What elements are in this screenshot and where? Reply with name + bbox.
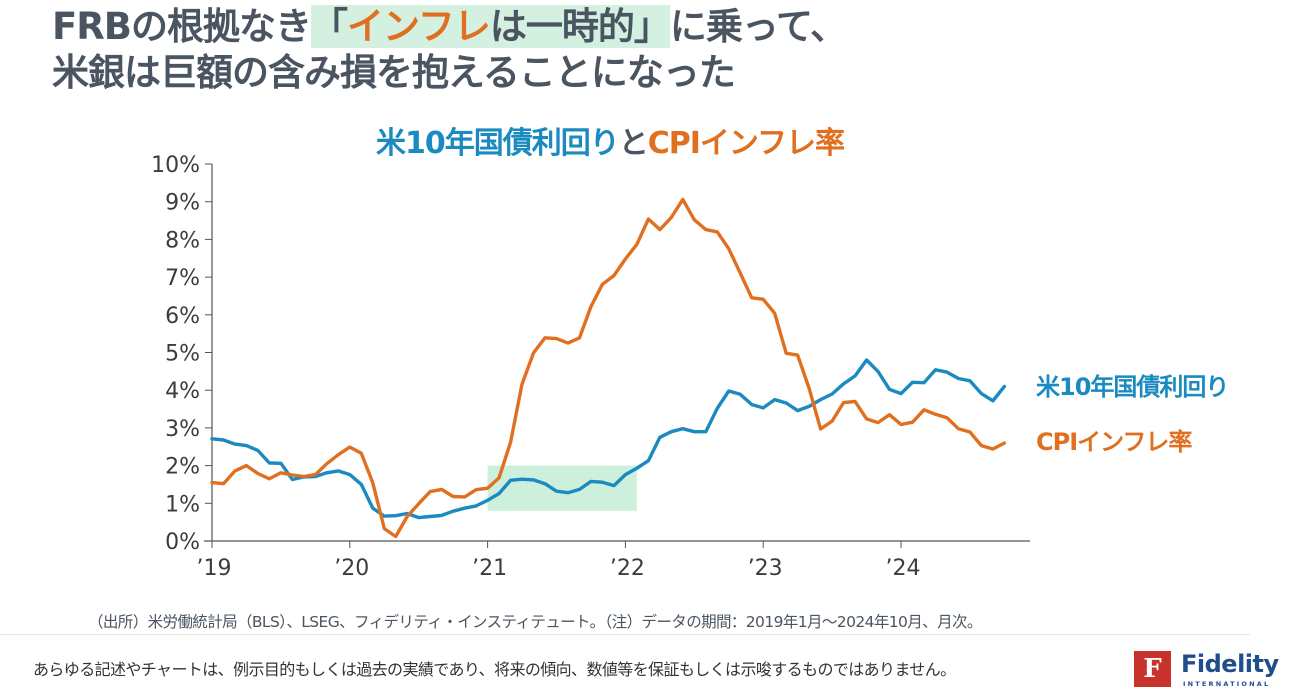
headline-line-1: FRBの根拠なき「インフレは一時的」に乗って、	[52, 4, 847, 50]
quote-open: 「	[310, 5, 348, 48]
footer-separator	[0, 634, 1250, 635]
headline-inflation-word: インフレ	[346, 5, 491, 48]
quote-close: 」	[633, 5, 671, 48]
x-tick-label: ’23	[748, 556, 783, 581]
x-tick-label: ’20	[334, 556, 369, 581]
y-tick-label: 8%	[165, 228, 200, 253]
y-tick-label: 10%	[151, 153, 200, 178]
disclaimer: あらゆる記述やチャートは、例示目的もしくは過去の実績であり、将来の傾向、数値等を…	[33, 660, 956, 679]
chart-title: 米10年国債利回りとCPIインフレ率	[0, 118, 1220, 162]
y-tick-label: 2%	[165, 455, 200, 480]
headline-prefix: FRBの根拠なき	[52, 5, 312, 48]
headline-line-2: 米銀は巨額の含み損を抱えることになった	[52, 51, 736, 94]
x-tick-label: ’19	[197, 556, 232, 581]
headline-transitory: は一時的	[489, 5, 635, 48]
x-tick-label: ’21	[472, 556, 507, 581]
y-tick-label: 4%	[165, 379, 200, 404]
y-tick-label: 7%	[165, 266, 200, 291]
y-tick-label: 9%	[165, 191, 200, 216]
y-tick-label: 3%	[165, 417, 200, 442]
x-tick-label: ’22	[610, 556, 645, 581]
cpi-inflation-line	[210, 197, 1007, 539]
highlight-region	[487, 465, 637, 511]
treasury-yield-line	[210, 358, 1007, 520]
y-tick-label: 1%	[165, 492, 200, 517]
fidelity-logo: F Fidelity INTERNATIONAL	[1134, 650, 1284, 690]
y-tick-label: 5%	[165, 342, 200, 367]
x-tick-label: ’24	[886, 556, 921, 581]
chart-title-connector: と	[618, 126, 649, 161]
y-tick-label: 6%	[165, 304, 200, 329]
y-tick-label: 0%	[165, 530, 200, 555]
fidelity-logo-icon: F	[1134, 651, 1171, 687]
chart-title-treasury: 米10年国債利回り	[375, 126, 620, 161]
legend-label-treasury: 米10年国債利回り	[1036, 373, 1228, 401]
legend-label-cpi: CPIインフレ率	[1036, 428, 1192, 456]
chart-title-cpi: CPIインフレ率	[647, 126, 845, 161]
source-note: （出所）米労働統計局（BLS）、LSEG、フィデリティ・インスティテュート。（注…	[88, 613, 982, 631]
headline-highlight: 「インフレは一時的」	[310, 5, 671, 48]
headline: FRBの根拠なき「インフレは一時的」に乗って、 米銀は巨額の含み損を抱えることに…	[52, 4, 847, 96]
fidelity-logo-subtitle: INTERNATIONAL	[1183, 680, 1271, 688]
fidelity-logo-wordmark: Fidelity	[1181, 650, 1279, 678]
headline-suffix: に乗って、	[669, 5, 847, 48]
